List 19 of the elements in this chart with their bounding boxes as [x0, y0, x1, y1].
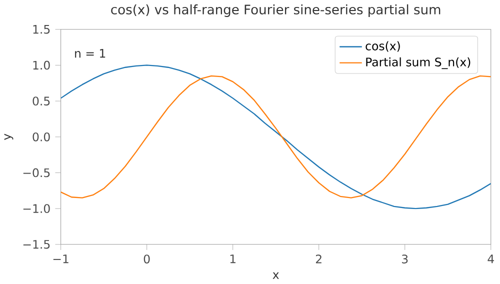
- x-tick-label: 0: [144, 254, 150, 264]
- legend-label: Partial sum S_n(x): [366, 58, 470, 70]
- y-tick-label: 1.0: [33, 61, 50, 70]
- y-axis-title: y: [4, 134, 14, 140]
- legend-label: cos(x): [366, 42, 400, 52]
- x-axis-title: x: [272, 272, 279, 280]
- x-tick-label: 2: [316, 254, 322, 264]
- annotation: n = 1: [75, 49, 106, 58]
- y-tick-label: −1.0: [23, 204, 50, 214]
- y-tick-label: 0.5: [32, 96, 50, 106]
- x-tick-label: 1: [230, 254, 236, 264]
- y-tick-label: −1.5: [23, 240, 50, 250]
- y-tick-label: 1.5: [33, 25, 50, 34]
- y-tick-label: 0.0: [32, 132, 50, 142]
- chart-title: cos(x) vs half-range Fourier sine-series partial sum: [111, 4, 440, 18]
- x-tick-label: 4: [488, 254, 494, 264]
- x-tick-label: 3: [402, 254, 408, 264]
- x-tick-label: −1: [53, 254, 68, 264]
- y-tick-label: −0.5: [23, 168, 50, 178]
